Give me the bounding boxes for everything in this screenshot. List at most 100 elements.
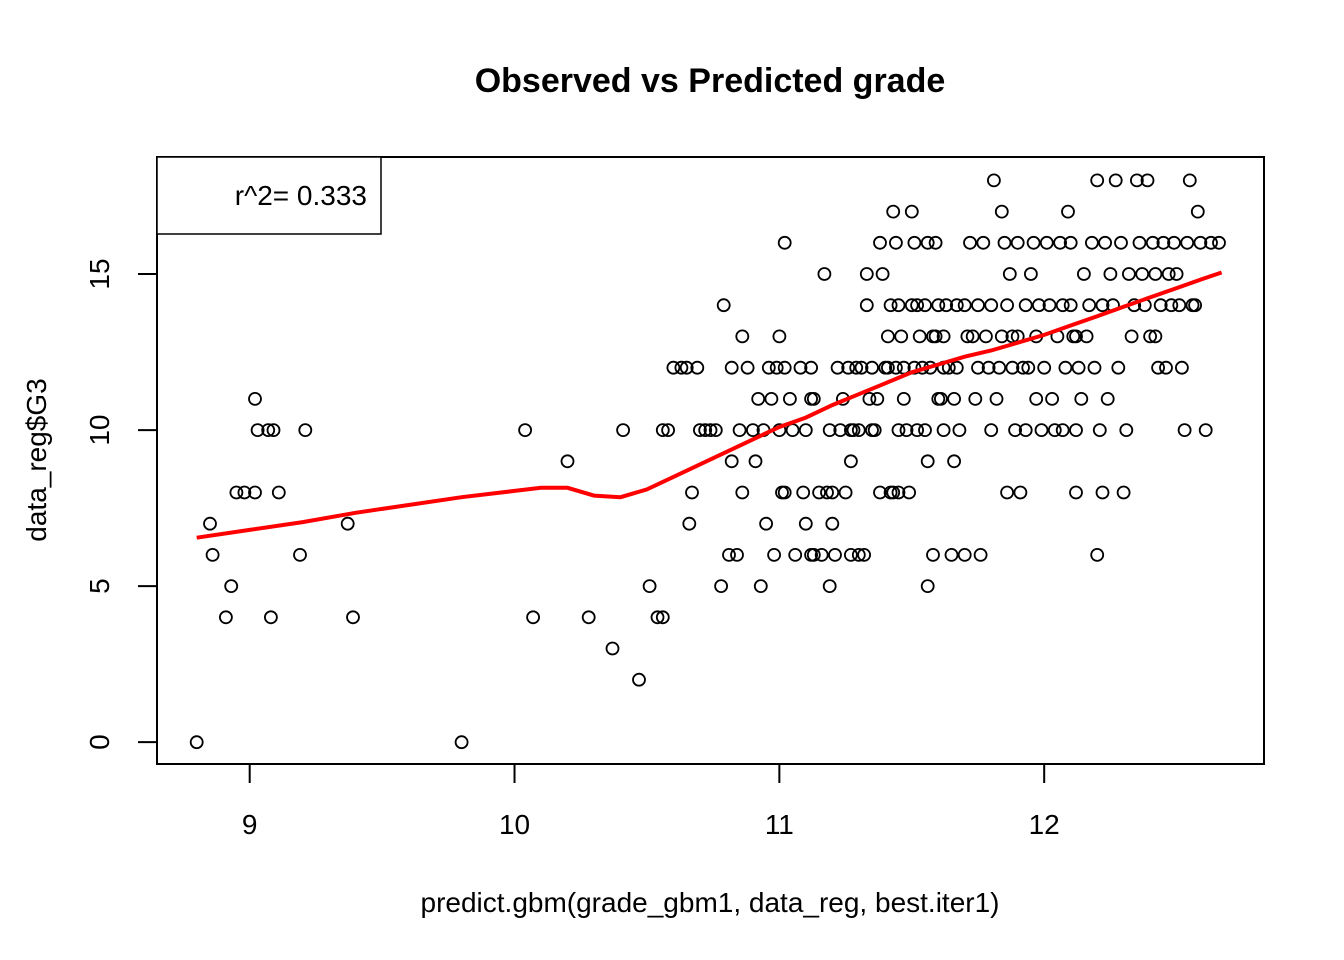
data-point (984, 298, 999, 313)
data-point (841, 360, 856, 375)
data-point (454, 735, 469, 750)
data-point (661, 423, 675, 438)
data-point (828, 548, 842, 562)
data-point (851, 423, 866, 438)
data-point (926, 548, 940, 562)
data-point (724, 360, 739, 375)
data-point (732, 423, 747, 438)
data-point (1167, 235, 1181, 250)
data-point (340, 516, 355, 531)
data-point (698, 423, 713, 438)
data-point (1069, 423, 1083, 438)
data-point (899, 423, 914, 438)
data-point (716, 298, 731, 313)
data-point (261, 423, 276, 438)
data-point (894, 329, 909, 344)
data-point (1156, 235, 1171, 250)
data-point (806, 391, 821, 406)
data-point (886, 204, 901, 219)
data-point (1122, 267, 1136, 281)
data-point (218, 610, 233, 625)
data-point (1108, 173, 1123, 188)
data-point (1148, 267, 1163, 281)
data-point (902, 485, 916, 500)
data-point (1145, 235, 1160, 250)
data-point (263, 610, 278, 625)
legend-box (156, 156, 382, 235)
data-point (298, 423, 313, 438)
data-point (1095, 485, 1110, 500)
data-point (949, 360, 964, 375)
data-point (1032, 298, 1046, 313)
data-point (616, 423, 630, 438)
data-point (981, 360, 996, 375)
data-point (650, 610, 665, 625)
data-point (1111, 360, 1126, 375)
data-point (1045, 391, 1059, 406)
data-point (751, 391, 766, 406)
data-point (849, 360, 864, 375)
data-point (1095, 298, 1110, 313)
data-point (1114, 235, 1128, 250)
data-point (984, 423, 999, 438)
data-point (896, 391, 911, 406)
data-point (976, 235, 991, 250)
data-point (939, 298, 954, 313)
data-point (814, 548, 829, 562)
data-point (865, 423, 879, 438)
data-point (1124, 329, 1139, 344)
data-point (1116, 485, 1131, 500)
data-point (271, 485, 286, 500)
data-point (735, 329, 750, 344)
data-point (293, 548, 307, 562)
data-point (1063, 235, 1078, 250)
data-point (1021, 360, 1036, 375)
data-point (891, 485, 906, 500)
y-axis: 0 5 10 15 (84, 258, 158, 750)
data-point (987, 173, 1001, 188)
data-point (1119, 423, 1134, 438)
data-point (1180, 235, 1195, 250)
data-point (957, 548, 972, 562)
data-point (1053, 235, 1067, 250)
data-point (931, 298, 946, 313)
data-point (994, 204, 1009, 219)
data-point (859, 298, 874, 313)
data-point (883, 298, 898, 313)
data-point (777, 235, 792, 250)
x-tick-label: 11 (765, 809, 794, 840)
data-point (817, 267, 832, 281)
data-point (772, 329, 787, 344)
data-point (753, 579, 768, 593)
data-point (788, 548, 803, 562)
y-tick-label: 15 (84, 258, 115, 289)
data-point (1100, 391, 1115, 406)
data-point (1177, 423, 1192, 438)
data-point (1069, 485, 1083, 500)
data-point (891, 298, 906, 313)
data-point (891, 423, 906, 438)
data-point (777, 485, 792, 500)
data-point (224, 579, 239, 593)
data-point (889, 235, 903, 250)
data-point (708, 423, 723, 438)
data-point (865, 360, 879, 375)
data-point (886, 485, 901, 500)
data-point (1175, 360, 1189, 375)
data-point (783, 391, 797, 406)
data-point (957, 298, 972, 313)
data-point (867, 423, 882, 438)
data-point (920, 454, 935, 469)
data-point (655, 423, 670, 438)
data-point (1188, 298, 1202, 313)
data-point (870, 391, 885, 406)
data-point (1037, 360, 1052, 375)
y-tick-label: 0 (84, 734, 115, 750)
x-axis-label: predict.gbm(grade_gbm1, data_reg, best.i… (421, 887, 1000, 918)
data-point (838, 485, 853, 500)
data-point (851, 548, 866, 562)
y-tick-label: 10 (84, 414, 115, 445)
data-point (971, 360, 985, 375)
data-point (248, 391, 262, 406)
